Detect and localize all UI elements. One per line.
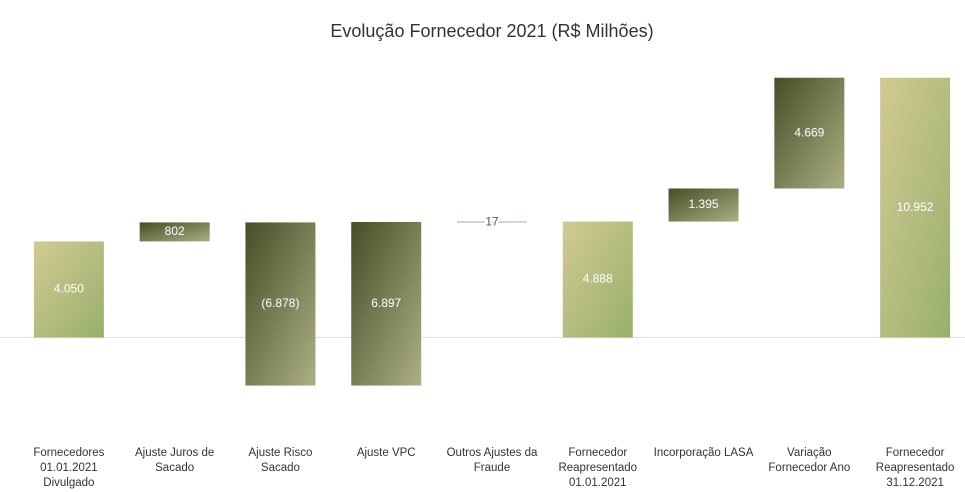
bar	[880, 77, 951, 338]
x-tick-label: Fornecedor Reapresentado 01.01.2021	[558, 447, 638, 489]
value-label: 6.897	[371, 296, 401, 310]
bar	[351, 221, 422, 386]
value-label: 4.050	[54, 282, 84, 296]
x-tick-label: Ajuste Risco Sacado	[248, 447, 313, 474]
bar	[668, 188, 739, 222]
x-tick-label: Ajuste VPC	[356, 447, 416, 459]
value-label: 10.952	[897, 200, 934, 214]
x-tick-label: Variação Fornecedor Ano	[768, 447, 851, 474]
chart-title: Evolução Fornecedor 2021 (R$ Milhões)	[330, 21, 653, 41]
bar	[774, 77, 845, 189]
value-label: 1.395	[689, 197, 719, 211]
x-tick-label: Incorporação LASA	[653, 447, 754, 459]
bar	[562, 221, 633, 338]
bar	[139, 222, 210, 242]
x-tick-label: Ajuste Juros de Sacado	[135, 447, 215, 474]
value-label: (6.878)	[261, 296, 299, 310]
x-tick-label: Fornecedor Reapresentado 31.12.2021	[875, 447, 955, 489]
bar	[245, 222, 316, 386]
bar	[33, 241, 104, 338]
value-label: 802	[165, 224, 185, 238]
value-label: 4.669	[794, 125, 824, 139]
x-tick-label: Fornecedores 01.01.2021 Divulgado	[33, 447, 105, 489]
x-tick-label: Outros Ajustes da Fraude	[446, 447, 538, 474]
value-label: 4.888	[583, 272, 613, 286]
value-label: 17	[485, 215, 499, 229]
